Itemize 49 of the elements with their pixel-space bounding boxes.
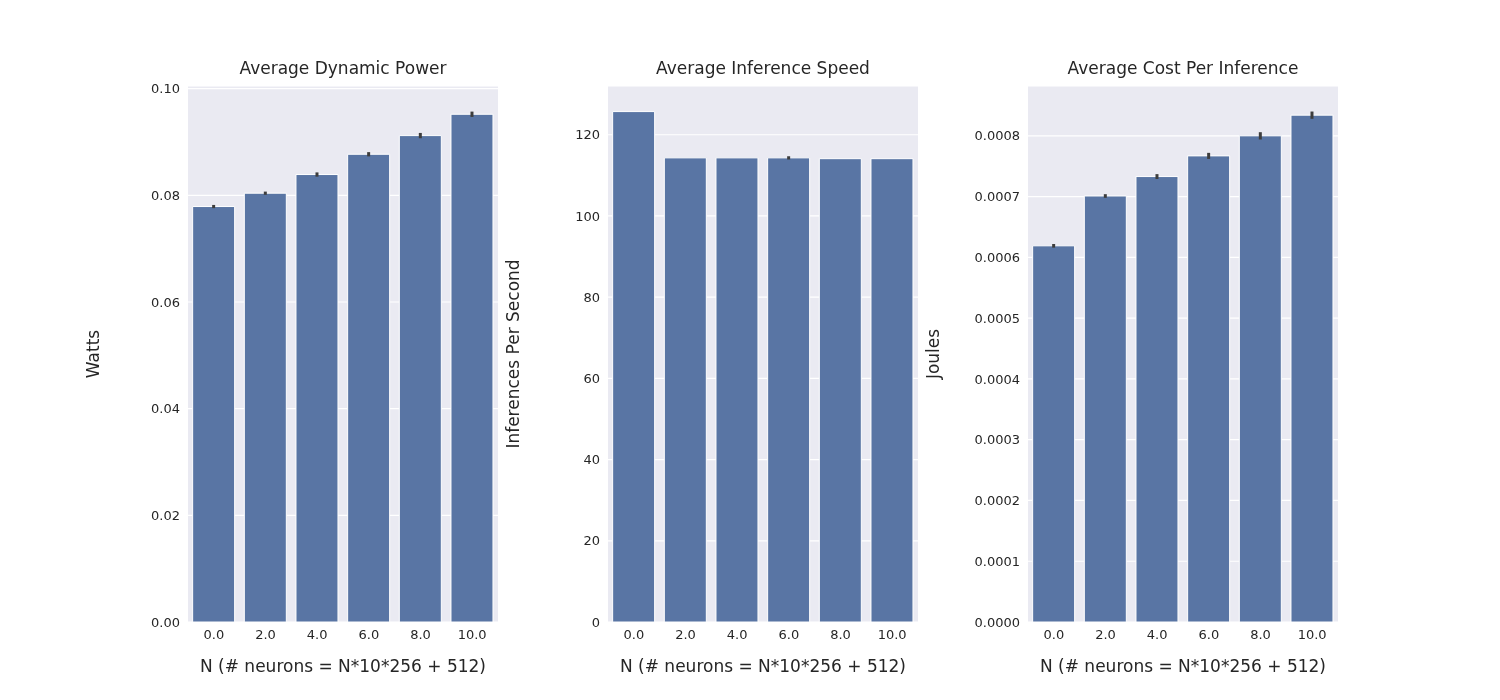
x-tick-label: 8.0	[830, 627, 851, 643]
x-tick-label: 10.0	[457, 627, 487, 643]
y-axis-title: Watts	[83, 329, 104, 379]
x-tick-label: 10.0	[877, 627, 907, 643]
y-tick-label: 80	[583, 289, 600, 305]
y-tick-label: 0.0002	[974, 493, 1020, 509]
x-tick-label: 2.0	[255, 627, 276, 643]
x-tick-label: 0.0	[203, 627, 225, 643]
y-tick-label: 100	[575, 208, 600, 224]
x-axis-title: N (# neurons = N*10*256 + 512)	[199, 656, 487, 676]
y-tick-label: 120	[575, 127, 600, 143]
x-tick-label: 10.0	[1297, 627, 1327, 643]
y-tick-label: 0.0003	[974, 432, 1020, 448]
y-axis-title: Inferences Per Second	[503, 259, 524, 449]
y-axis-title: Joules	[923, 328, 944, 381]
y-tick-label: 0.0005	[974, 310, 1020, 326]
x-tick-label: 0.0	[623, 627, 645, 643]
x-tick-label: 6.0	[778, 627, 800, 643]
y-tick-label: 0.02	[151, 507, 180, 523]
y-tick-label: 0.0001	[974, 553, 1020, 569]
x-tick-label: 6.0	[358, 627, 380, 643]
y-tick-label: 0.06	[151, 294, 180, 310]
chart-title: Average Inference Speed	[655, 58, 871, 80]
y-tick-label: 0.04	[151, 401, 180, 417]
y-tick-label: 0.00	[151, 614, 180, 630]
y-tick-label: 0.0006	[974, 249, 1020, 265]
y-tick-label: 0.0008	[974, 128, 1020, 144]
x-tick-label: 8.0	[410, 627, 431, 643]
x-tick-label: 4.0	[306, 627, 328, 643]
y-tick-label: 40	[583, 452, 600, 468]
y-tick-label: 20	[583, 533, 600, 549]
x-tick-label: 0.0	[1043, 627, 1065, 643]
x-tick-label: 2.0	[675, 627, 696, 643]
y-tick-label: 0.08	[151, 187, 180, 203]
y-tick-label: 60	[583, 370, 600, 386]
x-tick-label: 4.0	[1146, 627, 1168, 643]
chart-title: Average Dynamic Power	[238, 58, 448, 80]
x-tick-label: 8.0	[1250, 627, 1271, 643]
x-axis-title: N (# neurons = N*10*256 + 512)	[1039, 656, 1327, 676]
x-tick-label: 6.0	[1198, 627, 1220, 643]
y-tick-label: 0	[591, 614, 600, 630]
chart-title: Average Cost Per Inference	[1066, 58, 1300, 80]
x-axis-title: N (# neurons = N*10*256 + 512)	[619, 656, 907, 676]
x-tick-label: 2.0	[1095, 627, 1116, 643]
y-tick-label: 0.10	[151, 81, 180, 97]
x-tick-label: 4.0	[726, 627, 748, 643]
y-tick-label: 0.0004	[974, 371, 1020, 387]
y-tick-label: 0.0007	[974, 189, 1020, 205]
y-tick-label: 0.0000	[974, 614, 1020, 630]
